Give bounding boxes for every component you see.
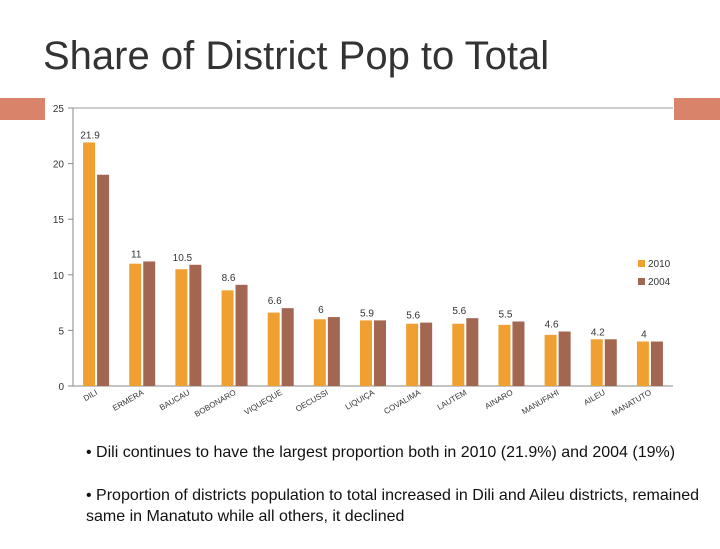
- x-tick-label-manatuto: MANATUTO: [610, 388, 653, 418]
- bar-2010-lautem: [452, 323, 465, 386]
- x-tick-label-liquiça: LIQUIÇA: [344, 388, 377, 412]
- x-tick-label-oecussi: OECUSSI: [294, 388, 330, 414]
- x-tick-label-manufahi: MANUFAHI: [520, 388, 560, 416]
- data-label-2: 10.5: [173, 253, 193, 264]
- bar-2010-manatuto: [636, 341, 649, 386]
- y-tick-label-3: 15: [53, 215, 65, 226]
- bar-2004-ainaro: [512, 321, 525, 386]
- x-tick-label-ainaro: AINARO: [483, 388, 514, 411]
- data-labels: 21.9 11 10.5 8.6 6.6 6 5.9 5.6 5.6 5.5 4.6 4.2 4: [80, 130, 647, 340]
- y-tick-label-2: 10: [53, 271, 65, 282]
- bar-2010-oecussi: [313, 319, 326, 386]
- bar-2010-aileu: [590, 339, 603, 386]
- y-tick-label-5: 25: [53, 104, 65, 115]
- bar-2010-baucau: [175, 269, 188, 386]
- bar-2004-baucau: [189, 264, 202, 386]
- data-label-3: 8.6: [222, 273, 236, 284]
- bar-2010-ermera: [129, 263, 142, 386]
- data-label-12: 4: [641, 330, 647, 341]
- data-label-4: 6.6: [268, 296, 282, 307]
- data-label-8: 5.6: [452, 306, 466, 317]
- x-axis-labels: DILI ERMERA BAUCAU BOBONARO VIQUEQUE OECUSSI L…: [82, 388, 653, 419]
- bar-2004-dili: [97, 174, 110, 386]
- data-label-11: 4.2: [591, 327, 605, 338]
- legend-swatch-2004: [638, 278, 645, 285]
- y-tick-label-4: 20: [53, 160, 65, 171]
- y-tick-label-0: 0: [58, 382, 64, 393]
- bar-2010-covalima: [406, 323, 419, 386]
- data-label-1: 11: [131, 249, 142, 260]
- bar-2004-viqueque: [281, 308, 294, 386]
- bar-series: [83, 142, 663, 386]
- x-tick-label-covalima: COVALIMA: [382, 388, 422, 417]
- bar-2004-ermera: [143, 261, 156, 386]
- data-label-10: 4.6: [545, 320, 559, 331]
- chart-legend: 2010 2004: [638, 259, 671, 288]
- y-tick-label-1: 5: [58, 326, 64, 337]
- bar-2004-manatuto: [650, 341, 663, 386]
- bar-2004-covalima: [420, 322, 433, 386]
- y-axis: 0 5 10 15 20 25: [53, 104, 673, 393]
- legend-swatch-2010: [638, 260, 645, 267]
- bar-2010-liquiça: [360, 320, 372, 386]
- bar-2010-manufahi: [544, 334, 557, 386]
- x-tick-label-lautem: LAUTEM: [436, 388, 469, 412]
- bar-2004-oecussi: [327, 317, 340, 386]
- x-tick-label-dili: DILI: [82, 388, 99, 403]
- bar-2004-aileu: [604, 339, 617, 386]
- bullet-list: • Dili continues to have the largest pro…: [86, 442, 706, 549]
- bar-2010-dili: [83, 142, 96, 386]
- legend-label-2004: 2004: [648, 277, 671, 288]
- bar-2004-bobonaro: [235, 284, 248, 386]
- bar-2010-bobonaro: [221, 290, 234, 386]
- bar-2004-manufahi: [558, 331, 571, 386]
- data-label-9: 5.5: [499, 310, 513, 321]
- bullet-item-1: • Dili continues to have the largest pro…: [86, 444, 676, 461]
- legend-label-2010: 2010: [648, 259, 671, 270]
- bullet-item-2: • Proportion of districts population to …: [86, 487, 700, 525]
- bar-2004-liquiça: [374, 320, 386, 386]
- bar-2004-lautem: [466, 318, 479, 386]
- bar-2010-ainaro: [498, 324, 511, 386]
- x-tick-label-aileu: AILEU: [582, 388, 607, 407]
- bar-2010-viqueque: [267, 312, 280, 386]
- data-label-7: 5.6: [406, 311, 420, 322]
- data-label-5: 6: [318, 305, 324, 316]
- chart-top-backdrop: [45, 95, 674, 125]
- data-label-6: 5.9: [360, 308, 374, 319]
- x-tick-label-ermera: ERMERA: [111, 388, 146, 413]
- data-label-0: 21.9: [80, 130, 100, 141]
- slide-title: Share of District Pop to Total: [43, 34, 550, 78]
- x-tick-label-baucau: BAUCAU: [158, 388, 192, 413]
- x-tick-label-bobonaro: BOBONARO: [193, 388, 238, 419]
- x-tick-label-viqueque: VIQUEQUE: [243, 388, 284, 417]
